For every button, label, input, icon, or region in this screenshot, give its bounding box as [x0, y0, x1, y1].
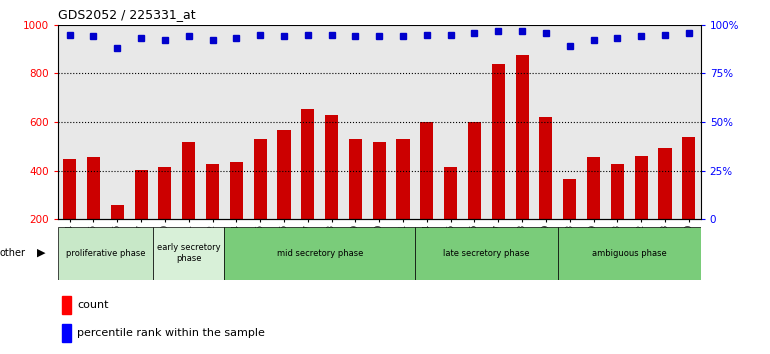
Bar	[135, 170, 148, 219]
Bar	[62, 296, 71, 314]
Bar	[87, 158, 100, 219]
Bar	[557, 227, 701, 280]
Text: count: count	[77, 300, 109, 310]
Bar	[224, 227, 415, 280]
Bar	[301, 109, 314, 219]
Text: percentile rank within the sample: percentile rank within the sample	[77, 328, 265, 338]
Bar	[229, 162, 243, 219]
Bar	[325, 115, 338, 219]
Bar	[58, 227, 153, 280]
Text: mid secretory phase: mid secretory phase	[276, 249, 363, 258]
Bar	[111, 205, 124, 219]
Text: early secretory
phase: early secretory phase	[157, 244, 220, 263]
Bar	[658, 148, 671, 219]
Bar	[444, 167, 457, 219]
Bar	[682, 137, 695, 219]
Bar	[420, 122, 434, 219]
Text: ▶: ▶	[37, 248, 45, 258]
Text: ambiguous phase: ambiguous phase	[592, 249, 667, 258]
Bar	[492, 64, 505, 219]
Bar	[539, 117, 552, 219]
Bar	[516, 55, 529, 219]
Bar	[277, 130, 290, 219]
Bar	[159, 167, 172, 219]
Bar	[373, 142, 386, 219]
Bar	[468, 122, 481, 219]
Bar	[587, 158, 600, 219]
Bar	[253, 139, 266, 219]
Bar	[206, 164, 219, 219]
Bar	[634, 156, 648, 219]
Text: late secretory phase: late secretory phase	[443, 249, 530, 258]
Bar	[349, 139, 362, 219]
Bar	[415, 227, 557, 280]
Text: other: other	[0, 248, 26, 258]
Bar	[63, 159, 76, 219]
Bar	[153, 227, 224, 280]
Bar	[397, 139, 410, 219]
Bar	[563, 179, 576, 219]
Bar	[62, 324, 71, 342]
Bar	[611, 164, 624, 219]
Bar	[182, 142, 196, 219]
Text: proliferative phase: proliferative phase	[65, 249, 145, 258]
Text: GDS2052 / 225331_at: GDS2052 / 225331_at	[58, 8, 196, 21]
